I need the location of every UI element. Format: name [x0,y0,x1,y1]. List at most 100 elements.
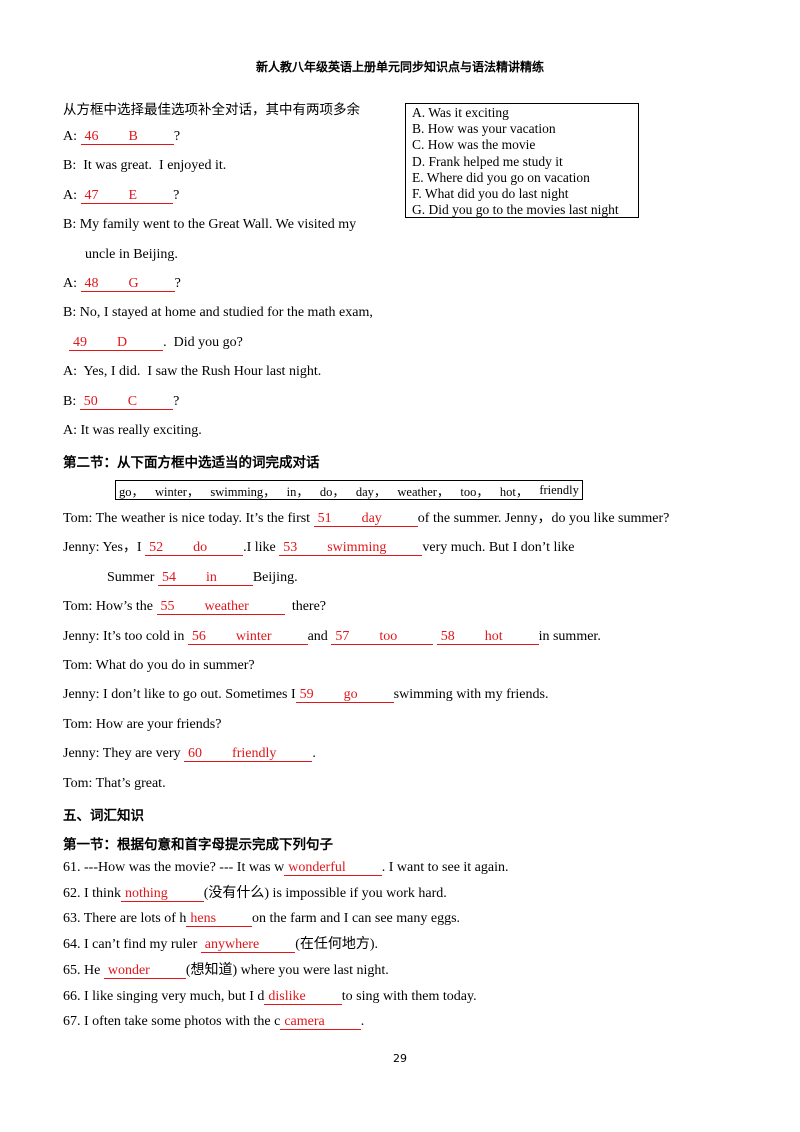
text: A: [63,129,81,144]
dialogue-1: A: 46 B? B: It was great. I enjoyed it. A: … [63,122,373,445]
answer-blank: 48 G [80,276,175,293]
blank-answer: in [205,569,217,585]
blank-number: 55 [160,599,175,615]
blank-answer: E [128,187,138,203]
answer-blank: 58 hot [436,628,539,645]
answer-blank: 55 weather [156,599,285,616]
answer-blank: camera [280,1014,361,1031]
text: Jenny: It’s too cold in [63,628,188,644]
word-box: go， winter， swimming， in， do， day， weather， too… [115,480,583,500]
text: A: [63,276,81,292]
option: F. What did you do last night [412,186,569,202]
line: Jenny: It’s too cold in 56 winter and 57 to… [63,622,669,651]
blank-answer: anywhere [204,937,260,953]
answer-blank: dislike [264,989,342,1005]
blank-number: 46 [84,129,99,144]
blank-answer: nothing [124,885,168,901]
text: 66. I like singing very much, but I d [63,988,265,1004]
line: 62. I think nothing (没有什么) is impossible i… [63,881,509,907]
answer-blank: 53 swimming [279,540,423,557]
blank-number: 49 [73,334,87,350]
line: Jenny: They are very 60 friendly. [63,739,669,768]
blank-answer: weather [204,599,249,615]
options-box: A. Was it exciting B. How was your vacati… [405,103,639,218]
answer-blank: 50 C [79,393,174,410]
text: B: No, I stayed at home and studied for … [63,305,373,321]
line: A: 47 E? [63,181,373,210]
text: 64. I can’t find my ruler [63,937,201,953]
line: 64. I can’t find my ruler anywhere (在任何地方… [63,932,509,958]
text: A: [63,187,81,203]
page-title: 新人教八年级英语上册单元同步知识点与语法精讲精练 [255,60,544,74]
blank-answer: swimming [327,540,387,556]
option: G. Did you go to the movies last night [412,202,619,218]
line: A: 48 G? [63,269,373,298]
answer-blank: 54 in [157,569,253,586]
dialogue-2: Tom: The weather is nice today. It’s the… [63,504,669,798]
blank-number: 51 [317,511,332,526]
blank-answer: too [379,628,398,644]
line: Jenny: I don’t like to go out. Sometimes… [63,680,669,709]
text: B: It was great. I enjoyed it. [63,158,227,174]
answer-blank: nothing [120,885,204,902]
line: A: 46 B? [63,122,373,151]
line: Tom: How are your friends? [63,710,669,739]
blank-answer: camera [284,1014,325,1030]
text: ? [173,129,181,144]
text: B: My family went to the Great Wall. We … [63,217,357,233]
blank-answer: wonderful [288,860,346,875]
answer-blank: wonder [103,962,186,979]
text: Tom: That’s great. [63,775,166,791]
word: friendly [539,482,579,497]
line: Jenny: Yes，I 52 do .I like 53 swimming very … [63,533,669,562]
text: to sing with them today. [341,988,477,1004]
word: hot， [499,484,529,499]
text: (在任何地方). [295,937,379,953]
line: Tom: How’s the 55 weather there? [63,592,669,621]
text: Beijing. [252,569,298,585]
option: A. Was it exciting [412,105,509,120]
answer-blank: 59 go [295,687,394,704]
line: 65. He wonder (想知道) where you were last n… [63,958,509,984]
blank-answer: wonder [107,962,150,978]
text: of the summer. Jenny，do you like summer? [417,511,670,526]
text: (想知道) where you were last night. [185,962,389,978]
text: ? [173,393,180,409]
text: A: It was really exciting. [63,423,202,439]
blank-number: 58 [440,628,455,644]
blank-answer: C [127,393,138,409]
line: B: My family went to the Great Wall. We … [63,210,373,239]
text: ? [174,276,181,292]
answer-blank: 49 D [69,334,164,351]
blank-answer: hot [484,628,503,644]
word: go， [119,484,145,499]
text: 62. I think [63,885,121,901]
text: B: [63,393,80,409]
blank-number: 56 [191,628,206,644]
text: 65. He [63,962,104,978]
blank-number: 59 [299,687,314,703]
line: 61. ---How was the movie? --- It was w wo… [63,855,509,881]
blank-answer: day [361,511,382,526]
text: 63. There are lots of h [63,911,187,927]
line: 63. There are lots of h hens on the farm a… [63,906,509,932]
blank-answer: do [193,540,208,556]
line: uncle in Beijing. [63,240,373,269]
blank-answer: B [128,129,138,144]
blank-answer: G [128,276,139,292]
text: . Did you go? [163,334,243,350]
answer-blank: 51 day [313,511,418,527]
blank-number: 47 [84,187,99,203]
text: Tom: What do you do in summer? [63,658,255,674]
blank-answer: friendly [232,746,277,762]
line: A: Yes, I did. I saw the Rush Hour last … [63,357,373,386]
word: swimming， [210,484,276,499]
answer-blank: 60 friendly [184,746,313,763]
text: Tom: The weather is nice today. It’s the… [63,511,314,526]
answer-blank: 57 too [331,628,434,645]
section-heading: 第二节：从下面方框中选适当的词完成对话 [63,455,320,471]
answer-blank: hens [186,911,253,928]
word: winter， [154,484,200,499]
blank-answer: D [117,334,128,350]
section-heading: 五、词汇知识 [63,808,144,824]
